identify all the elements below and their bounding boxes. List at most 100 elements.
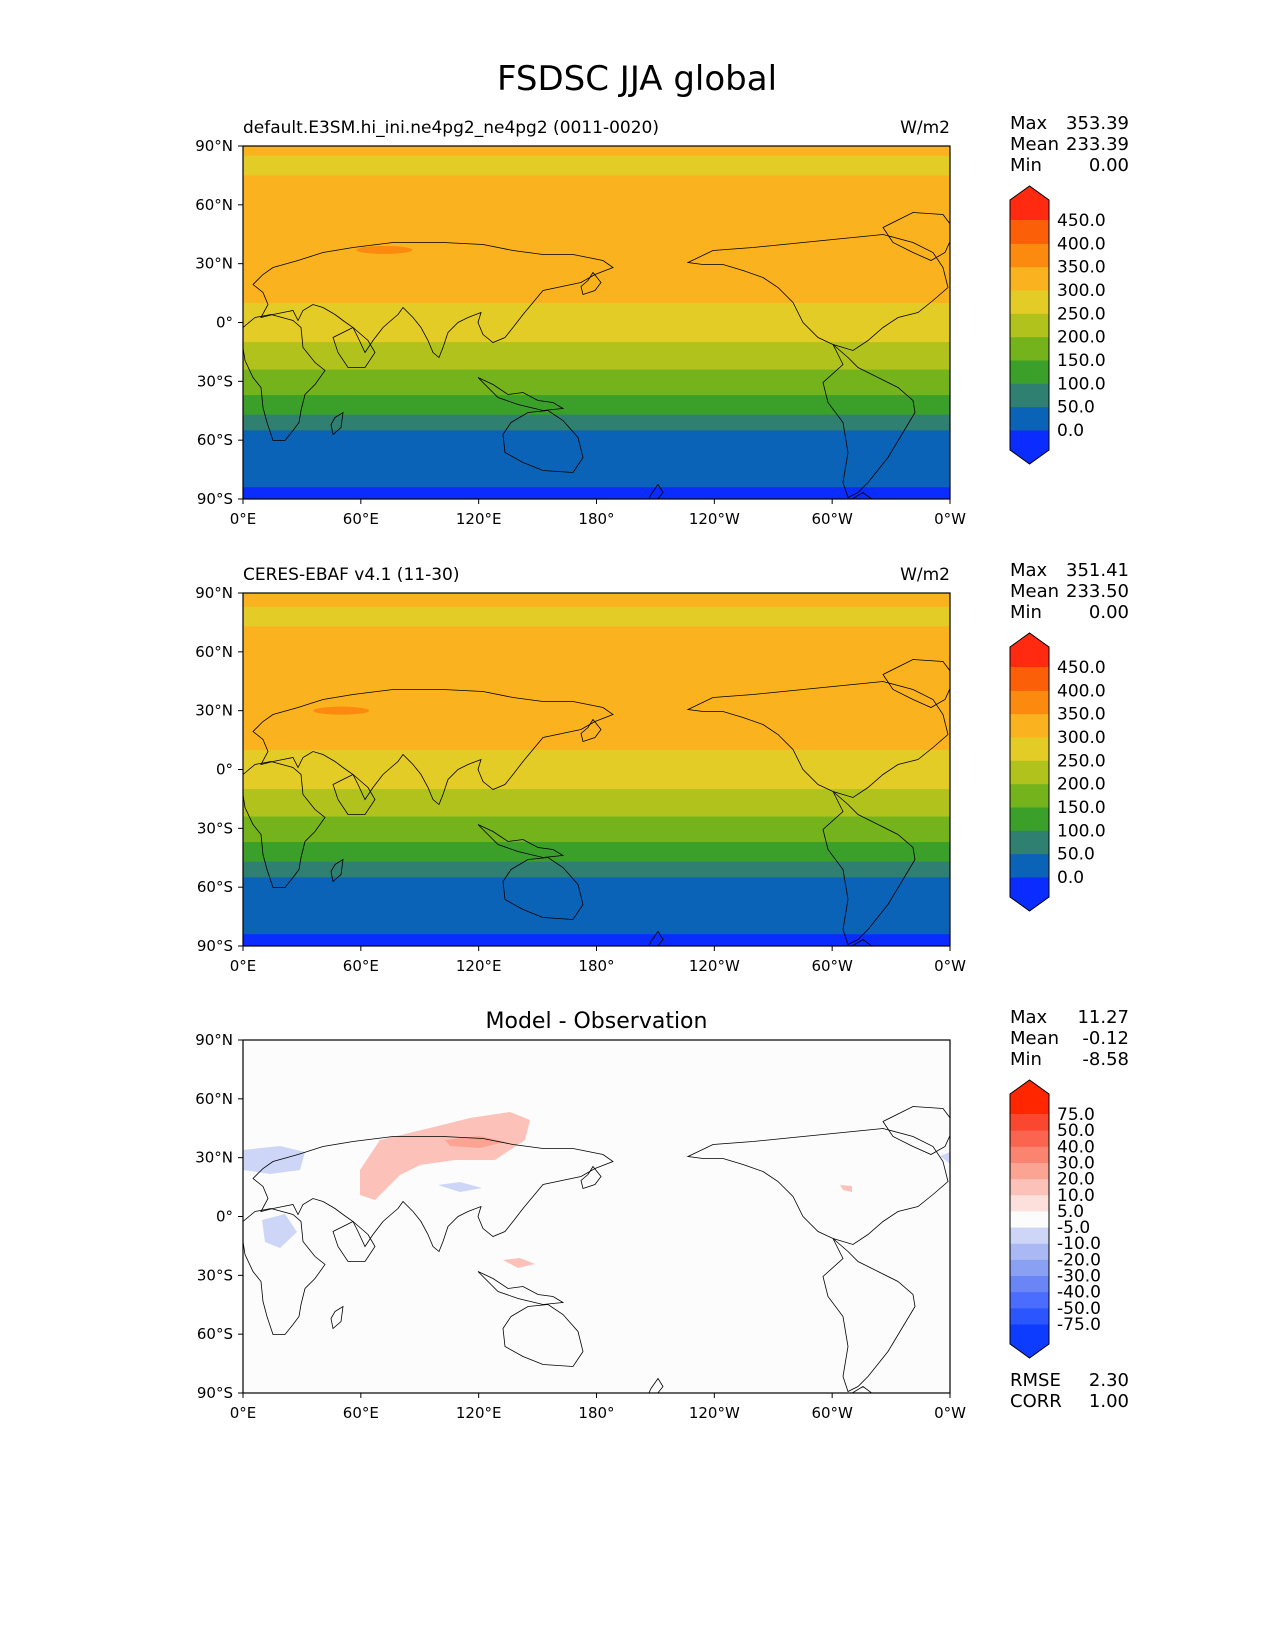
colorbar-tick-label: 250.0 [1057,304,1106,324]
colorbar-segment [1010,220,1049,244]
stat-label: Mean [1010,581,1059,602]
contour-band [243,789,950,818]
x-tick-label: 180° [578,1404,614,1422]
colorbar-segment [1010,313,1049,338]
stat-value: 233.50 [1066,581,1129,602]
colorbar-tick-label: 400.0 [1057,681,1106,701]
colorbar-segment [1010,383,1049,408]
x-tick-label: 120°W [689,1404,740,1422]
contour-band [243,749,950,790]
colorbar-segment [1010,713,1049,738]
colorbar-segment [1010,1243,1049,1260]
anomaly-region [360,1112,530,1200]
panel-title: Model - Observation [486,1009,708,1034]
x-tick-label: 60°W [811,957,853,975]
contour-band [243,146,950,157]
x-tick-label: 120°W [689,510,740,528]
stat-label: Max [1010,560,1048,581]
colorbar: 75.050.040.030.020.010.05.0-5.0-10.0-20.… [1009,1079,1101,1359]
colorbar: 450.0 400.0 350.0 300.0 250.0 200.0 150.0 100.0… [1009,185,1106,465]
colorbar-segment [1010,1146,1049,1163]
y-tick-label: 30°N [195,1149,233,1167]
colorbar-tick-label: -40.0 [1057,1283,1101,1303]
y-tick-label: 60°N [195,643,233,661]
stat-value: 233.39 [1066,134,1129,155]
contour-band [243,606,950,627]
colorbar-tick-label: 250.0 [1057,751,1106,771]
colorbar-segment [1010,1259,1049,1277]
metric-label: CORR [1010,1391,1062,1412]
y-tick-label: 30°S [197,819,233,837]
colorbar-segment [1010,1210,1049,1228]
colorbar-segment [1010,1114,1049,1131]
stat-label: Min [1010,155,1042,176]
anomaly-region [840,1185,852,1192]
colorbar-segment [1010,690,1049,715]
contour-band [243,487,950,499]
stat-label: Mean [1010,1028,1059,1049]
colorbar-tick-label: 150.0 [1057,798,1106,818]
x-tick-label: 60°E [343,510,379,528]
contour-band [243,414,950,431]
y-tick-label: 60°N [195,1090,233,1108]
x-tick-label: 120°E [456,957,502,975]
x-tick-label: 180° [578,510,614,528]
colorbar-segment [1010,667,1049,691]
colorbar-tick-label: 100.0 [1057,374,1106,394]
colorbar-tick-label: 30.0 [1057,1153,1095,1173]
colorbar-segment [1010,1275,1049,1293]
y-tick-label: 30°S [197,372,233,390]
colorbar-extend-min [1010,1324,1049,1358]
colorbar-segment [1010,853,1049,878]
colorbar-tick-label: -10.0 [1057,1234,1101,1254]
colorbar-segment [1010,830,1049,855]
metric-label: RMSE [1010,1370,1061,1391]
y-tick-label: 90°S [197,490,233,508]
y-tick-label: 60°S [197,431,233,449]
colorbar-segment [1010,336,1049,361]
colorbar-segment [1010,760,1049,785]
colorbar-segment [1010,243,1049,268]
colorbar-extend-max [1010,633,1049,667]
y-tick-label: 30°N [195,702,233,720]
contour-band [243,626,950,659]
x-tick-label: 120°E [456,1404,502,1422]
colorbar-tick-label: 75.0 [1057,1105,1095,1125]
y-tick-label: 0° [216,1208,233,1226]
contour-patch [356,245,413,254]
contour-band [243,1040,950,1393]
colorbar-tick-label: 100.0 [1057,821,1106,841]
colorbar-tick-label: 200.0 [1057,775,1106,795]
colorbar-segment [1010,406,1049,431]
x-tick-label: 120°E [456,510,502,528]
colorbar-outline [1009,185,1050,465]
colorbar: 450.0 400.0 350.0 300.0 250.0 200.0 150.0 100.0… [1009,632,1106,912]
figure-title: FSDSC JJA global [497,59,777,99]
metric-value: 2.30 [1089,1370,1129,1391]
stat-label: Mean [1010,134,1059,155]
contour-band [243,861,950,878]
colorbar-tick-label: -50.0 [1057,1299,1101,1319]
x-tick-label: 60°E [343,1404,379,1422]
stat-label: Min [1010,1049,1042,1070]
colorbar-extend-min [1010,430,1049,464]
x-tick-label: 120°W [689,957,740,975]
stat-label: Min [1010,602,1042,623]
y-tick-label: 90°N [195,584,233,602]
anomaly-region [243,1146,305,1174]
colorbar-segment [1010,1130,1049,1147]
colorbar-extend-min [1010,877,1049,911]
colorbar-tick-label: 50.0 [1057,398,1095,418]
x-tick-label: 0°E [230,510,257,528]
colorbar-tick-label: 10.0 [1057,1186,1095,1206]
stat-value: 0.00 [1089,155,1129,176]
units-label: W/m2 [900,565,950,585]
stat-value: -8.58 [1082,1049,1129,1070]
colorbar-segment [1010,266,1049,291]
contour-band [243,877,950,935]
colorbar-segment [1010,290,1049,314]
colorbar-tick-label: 5.0 [1057,1202,1084,1222]
y-tick-label: 30°S [197,1266,233,1284]
colorbar-tick-label: -20.0 [1057,1250,1101,1270]
